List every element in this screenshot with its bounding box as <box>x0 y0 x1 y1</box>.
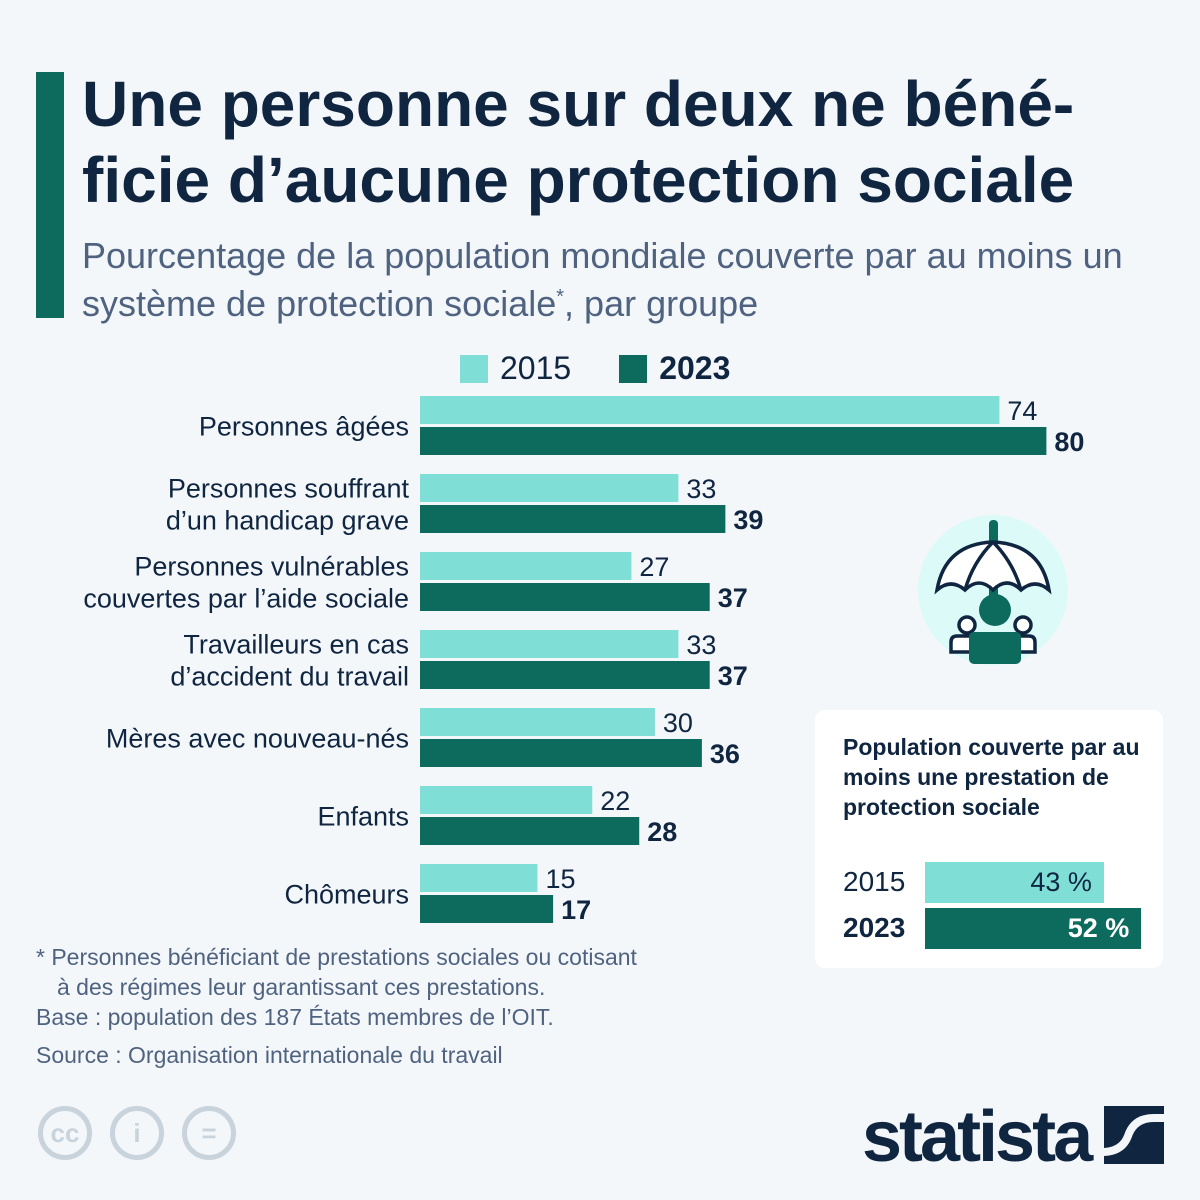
bar-2023 <box>420 661 710 689</box>
subtitle-text: Pourcentage de la population mondiale co… <box>82 235 1123 324</box>
source-note: Source : Organisation internationale du … <box>36 1042 503 1068</box>
bar-2015 <box>420 396 1000 424</box>
cc-icon: cc <box>38 1106 92 1160</box>
category-label: Enfants <box>317 802 409 832</box>
footnote: * Personnes bénéficiant de prestations s… <box>36 944 637 970</box>
bar-2015 <box>420 708 655 736</box>
data-label-2023: 39 <box>733 505 763 535</box>
category-label: Personnes vulnérables <box>134 552 409 582</box>
bar-2023 <box>420 895 554 923</box>
data-label-2023: 80 <box>1054 427 1084 457</box>
category-label: couvertes par l’aide sociale <box>83 584 409 614</box>
data-label-2015: 22 <box>600 786 630 816</box>
data-label-2023: 37 <box>718 583 748 613</box>
data-label-2015: 15 <box>545 864 575 894</box>
no-derivatives-icon: = <box>182 1106 236 1160</box>
summary-year-2015: 2015 <box>843 866 906 897</box>
data-label-2015: 30 <box>663 708 693 738</box>
bar-2023 <box>420 427 1047 455</box>
category-label: Personnes âgées <box>199 412 409 442</box>
summary-bar-2015: 43 % <box>925 862 1104 903</box>
subtitle: Pourcentage de la population mondiale co… <box>82 232 1192 328</box>
subtitle-end: , par groupe <box>564 283 759 324</box>
category-label: Chômeurs <box>284 880 409 910</box>
data-label-2023: 28 <box>647 817 677 847</box>
bar-2015 <box>420 552 632 580</box>
category-label: d’accident du travail <box>170 662 409 692</box>
legend: 2015 2023 <box>460 350 778 387</box>
data-label-2015: 27 <box>639 552 669 582</box>
subtitle-mark: * <box>556 286 565 308</box>
data-label-2023: 37 <box>718 661 748 691</box>
data-label-2023: 36 <box>710 739 740 769</box>
summary-title: Population couverte par au moins une pre… <box>843 734 1140 820</box>
bar-2023 <box>420 505 726 533</box>
title-accent-bar <box>36 72 64 318</box>
legend-item-2023: 2023 <box>619 350 730 387</box>
summary-year-2023: 2023 <box>843 912 906 943</box>
legend-swatch <box>619 354 648 383</box>
category-label: d’un handicap grave <box>166 506 409 536</box>
data-label-2015: 33 <box>686 474 716 504</box>
summary-box: Population couverte par au moins une pre… <box>815 710 1163 968</box>
bar-2015 <box>420 786 593 814</box>
data-label-2015: 33 <box>686 630 716 660</box>
statista-logo: statista <box>862 1096 1093 1178</box>
logo-text: statista <box>862 1097 1093 1177</box>
umbrella-people-icon <box>918 515 1068 665</box>
bar-2015 <box>420 630 679 658</box>
legend-swatch <box>460 354 488 383</box>
page-title: Une personne sur deux ne béné-ficie d’au… <box>82 68 1075 216</box>
footnote-continued: à des régimes leur garantissant ces pres… <box>57 974 546 1000</box>
bar-2015 <box>420 474 679 502</box>
category-label: Personnes souffrant <box>168 474 410 504</box>
category-label: Mères avec nouveau-nés <box>106 724 409 754</box>
bar-2023 <box>420 817 640 845</box>
summary-bar-2023: 52 % <box>925 908 1142 949</box>
bar-2023 <box>420 583 710 611</box>
legend-label: 2015 <box>500 350 572 386</box>
bar-2023 <box>420 739 702 767</box>
header: Une personne sur deux ne béné-ficie d’au… <box>82 66 1192 328</box>
legend-label: 2023 <box>659 350 731 386</box>
bar-2015 <box>420 864 538 892</box>
category-label: Travailleurs en cas <box>183 630 409 660</box>
data-label-2015: 74 <box>1007 396 1037 426</box>
legend-item-2015: 2015 <box>460 350 571 387</box>
attribution-icon: i <box>110 1106 164 1160</box>
data-label-2023: 17 <box>561 895 591 925</box>
base-note: Base : population des 187 États membres … <box>36 1004 554 1030</box>
statista-logo-mark <box>1104 1106 1164 1164</box>
